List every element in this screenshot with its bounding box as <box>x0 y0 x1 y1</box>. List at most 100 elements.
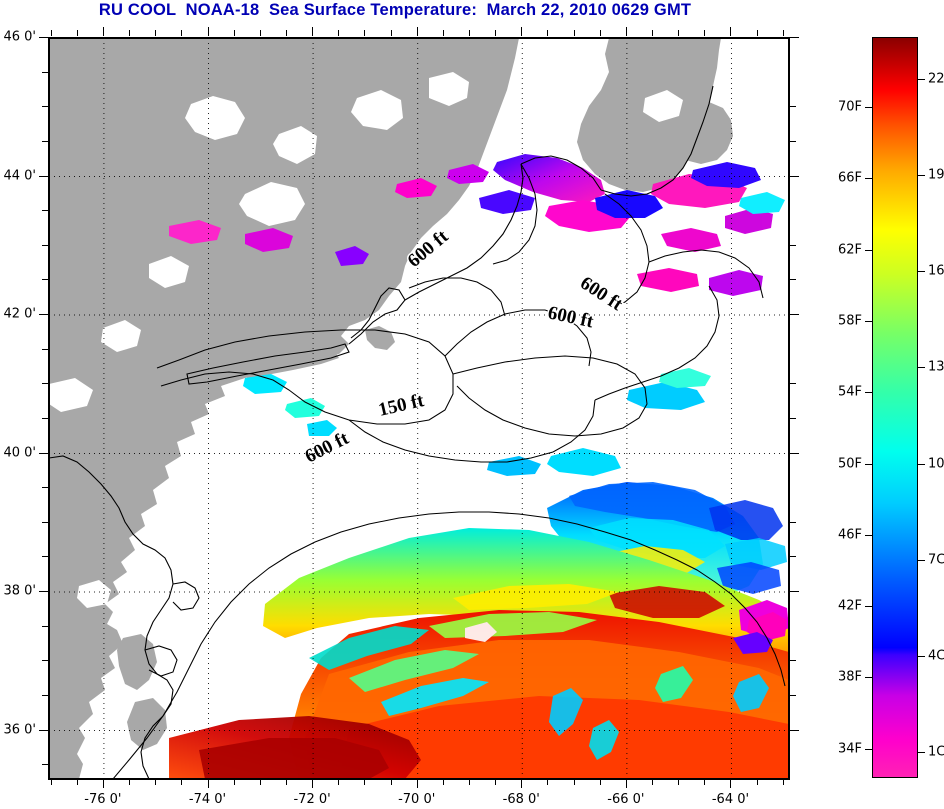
latitude-right-minor-tick <box>790 521 796 523</box>
longitude-minor-tick <box>259 779 261 785</box>
longitude-top-minor-tick <box>495 30 497 36</box>
longitude-top-minor-tick <box>652 30 654 36</box>
sst-raster <box>169 154 789 779</box>
colorbar-fahrenheit-label: 34F <box>837 741 862 757</box>
latitude-right-minor-tick <box>790 383 796 385</box>
longitude-top-minor-tick <box>756 30 758 36</box>
longitude-top-minor-tick <box>181 30 183 36</box>
longitude-top-minor-tick <box>704 30 706 36</box>
colorbar-fahrenheit-tick <box>865 606 872 608</box>
longitude-minor-tick <box>547 779 549 785</box>
longitude-label: -68 0' <box>502 792 540 807</box>
latitude-label: 42 0' <box>3 306 36 322</box>
latitude-right-minor-tick <box>790 140 796 142</box>
longitude-minor-tick <box>756 779 758 785</box>
bathymetry-contours <box>112 163 786 779</box>
latitude-tick <box>39 175 48 177</box>
colorbar-celsius-tick <box>918 752 925 754</box>
colorbar-fahrenheit-tick <box>865 107 872 109</box>
land-cape-breton <box>675 102 733 164</box>
longitude-minor-tick <box>364 779 366 785</box>
sst-map: 600 ft 600 ft 600 ft 150 ft 600 ft <box>48 37 790 780</box>
longitude-top-minor-tick <box>155 30 157 36</box>
longitude-label: -70 0' <box>398 792 436 807</box>
latitude-label: 38 0' <box>3 583 36 599</box>
land-chesapeake-east <box>127 698 167 750</box>
longitude-label: -76 0' <box>84 792 122 807</box>
colorbar-celsius-label: 22C <box>928 71 944 87</box>
colorbar-celsius-label: 10C <box>928 456 944 472</box>
longitude-top-minor-tick <box>285 30 287 36</box>
longitude-top-tick <box>312 27 314 36</box>
longitude-top-tick <box>730 27 732 36</box>
longitude-tick <box>207 779 209 788</box>
latitude-label: 36 0' <box>3 722 36 738</box>
latitude-right-minor-tick <box>790 279 796 281</box>
colorbar-gradient <box>872 37 918 778</box>
colorbar-celsius-label: 1C <box>928 744 944 760</box>
latitude-minor-tick <box>42 556 48 558</box>
longitude-top-minor-tick <box>259 30 261 36</box>
latitude-right-minor-tick <box>790 106 796 108</box>
longitude-label: -66 0' <box>607 792 645 807</box>
longitude-minor-tick <box>573 779 575 785</box>
longitude-minor-tick <box>181 779 183 785</box>
colorbar-fahrenheit-tick <box>865 677 872 679</box>
longitude-top-minor-tick <box>678 30 680 36</box>
longitude-minor-tick <box>468 779 470 785</box>
latitude-minor-tick <box>42 279 48 281</box>
longitude-top-minor-tick <box>547 30 549 36</box>
latitude-minor-tick <box>42 764 48 766</box>
longitude-minor-tick <box>76 779 78 785</box>
latitude-minor-tick <box>42 244 48 246</box>
land-mass <box>49 38 519 779</box>
longitude-tick <box>102 779 104 788</box>
colorbar-fahrenheit-tick <box>865 463 872 465</box>
longitude-minor-tick <box>782 779 784 785</box>
longitude-minor-tick <box>233 779 235 785</box>
longitude-top-minor-tick <box>468 30 470 36</box>
latitude-right-tick <box>790 452 799 454</box>
colorbar-fahrenheit-tick <box>865 178 872 180</box>
sst-filaments <box>309 584 769 760</box>
latitude-right-minor-tick <box>790 244 796 246</box>
colorbar-fahrenheit-label: 54F <box>837 384 862 400</box>
latitude-right-minor-tick <box>790 556 796 558</box>
longitude-minor-tick <box>652 779 654 785</box>
longitude-top-minor-tick <box>573 30 575 36</box>
colorbar-fahrenheit-tick <box>865 249 872 251</box>
latitude-minor-tick <box>42 348 48 350</box>
colorbar-fahrenheit-label: 38F <box>837 669 862 685</box>
latitude-label: 40 0' <box>3 445 36 460</box>
colorbar-celsius-label: 4C <box>928 648 944 664</box>
map-canvas: 600 ft 600 ft 600 ft 150 ft 600 ft <box>49 38 789 779</box>
latitude-label: 46 0' <box>3 29 36 45</box>
longitude-top-minor-tick <box>390 30 392 36</box>
latitude-right-tick <box>790 729 799 731</box>
latitude-minor-tick <box>42 383 48 385</box>
land-long-island-east <box>245 352 339 378</box>
latitude-tick <box>39 591 48 593</box>
colorbar-fahrenheit-label: 58F <box>837 313 862 329</box>
latitude-minor-tick <box>42 71 48 73</box>
longitude-label: -72 0' <box>293 792 331 807</box>
colorbar-celsius-tick <box>918 271 925 273</box>
colorbar-fahrenheit-label: 42F <box>837 598 862 614</box>
colorbar-celsius-tick <box>918 559 925 561</box>
longitude-minor-tick <box>338 779 340 785</box>
latitude-right-tick <box>790 591 799 593</box>
longitude-minor-tick <box>50 779 52 785</box>
latitude-right-tick <box>790 37 799 38</box>
longitude-top-minor-tick <box>129 30 131 36</box>
colorbar-fahrenheit-tick <box>865 748 872 750</box>
latitude-right-minor-tick <box>790 660 796 662</box>
longitude-top-minor-tick <box>76 30 78 36</box>
longitude-minor-tick <box>495 779 497 785</box>
longitude-label: -64 0' <box>711 792 750 807</box>
latitude-minor-tick <box>42 625 48 627</box>
latitude-minor-tick <box>42 210 48 212</box>
longitude-tick <box>730 779 732 788</box>
longitude-top-minor-tick <box>442 30 444 36</box>
latitude-tick <box>39 452 48 454</box>
colorbar-celsius-tick <box>918 463 925 465</box>
